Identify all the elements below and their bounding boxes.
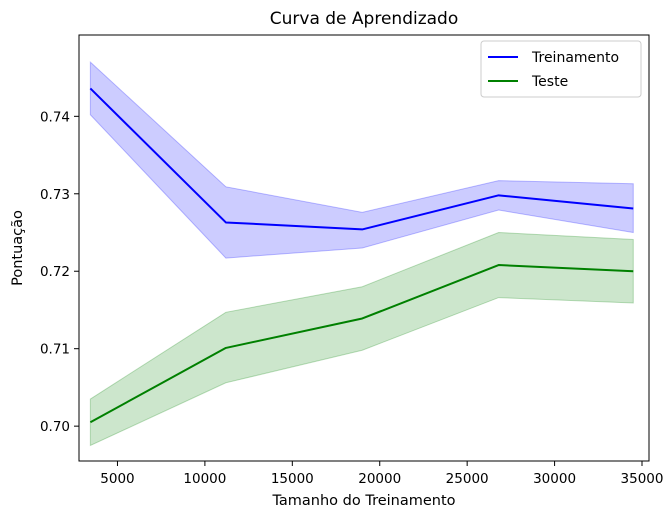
y-tick-label: 0.73 <box>40 187 70 203</box>
chart-title: Curva de Aprendizado <box>270 9 459 29</box>
x-tick-label: 35000 <box>621 471 664 487</box>
legend-entry-teste: Teste <box>531 74 568 90</box>
y-tick-label: 0.71 <box>40 342 70 358</box>
x-axis: 5000 10000 15000 20000 25000 30000 35000 <box>100 461 663 487</box>
x-tick-label: 30000 <box>533 471 576 487</box>
y-tick-label: 0.74 <box>40 109 70 125</box>
y-axis: 0.70 0.71 0.72 0.73 0.74 <box>40 109 79 435</box>
x-tick-label: 15000 <box>271 471 314 487</box>
legend-box <box>480 40 642 98</box>
x-tick-label: 25000 <box>446 471 489 487</box>
legend: Treinamento Teste <box>480 40 642 98</box>
series-line-treinamento <box>89 87 634 231</box>
x-tick-label: 5000 <box>100 471 134 487</box>
band-teste <box>89 232 634 447</box>
x-tick-label: 10000 <box>183 471 226 487</box>
x-axis-label: Tamanho do Treinamento <box>271 493 455 509</box>
x-tick-label: 20000 <box>358 471 401 487</box>
band-treinamento <box>89 60 634 259</box>
legend-entry-treinamento: Treinamento <box>531 50 619 66</box>
y-tick-label: 0.70 <box>40 419 70 435</box>
plot-area <box>78 34 650 462</box>
series-line-teste <box>89 264 634 424</box>
y-axis-label: Pontuação <box>10 210 26 286</box>
plot-frame <box>78 34 650 462</box>
y-tick-label: 0.72 <box>40 264 70 280</box>
